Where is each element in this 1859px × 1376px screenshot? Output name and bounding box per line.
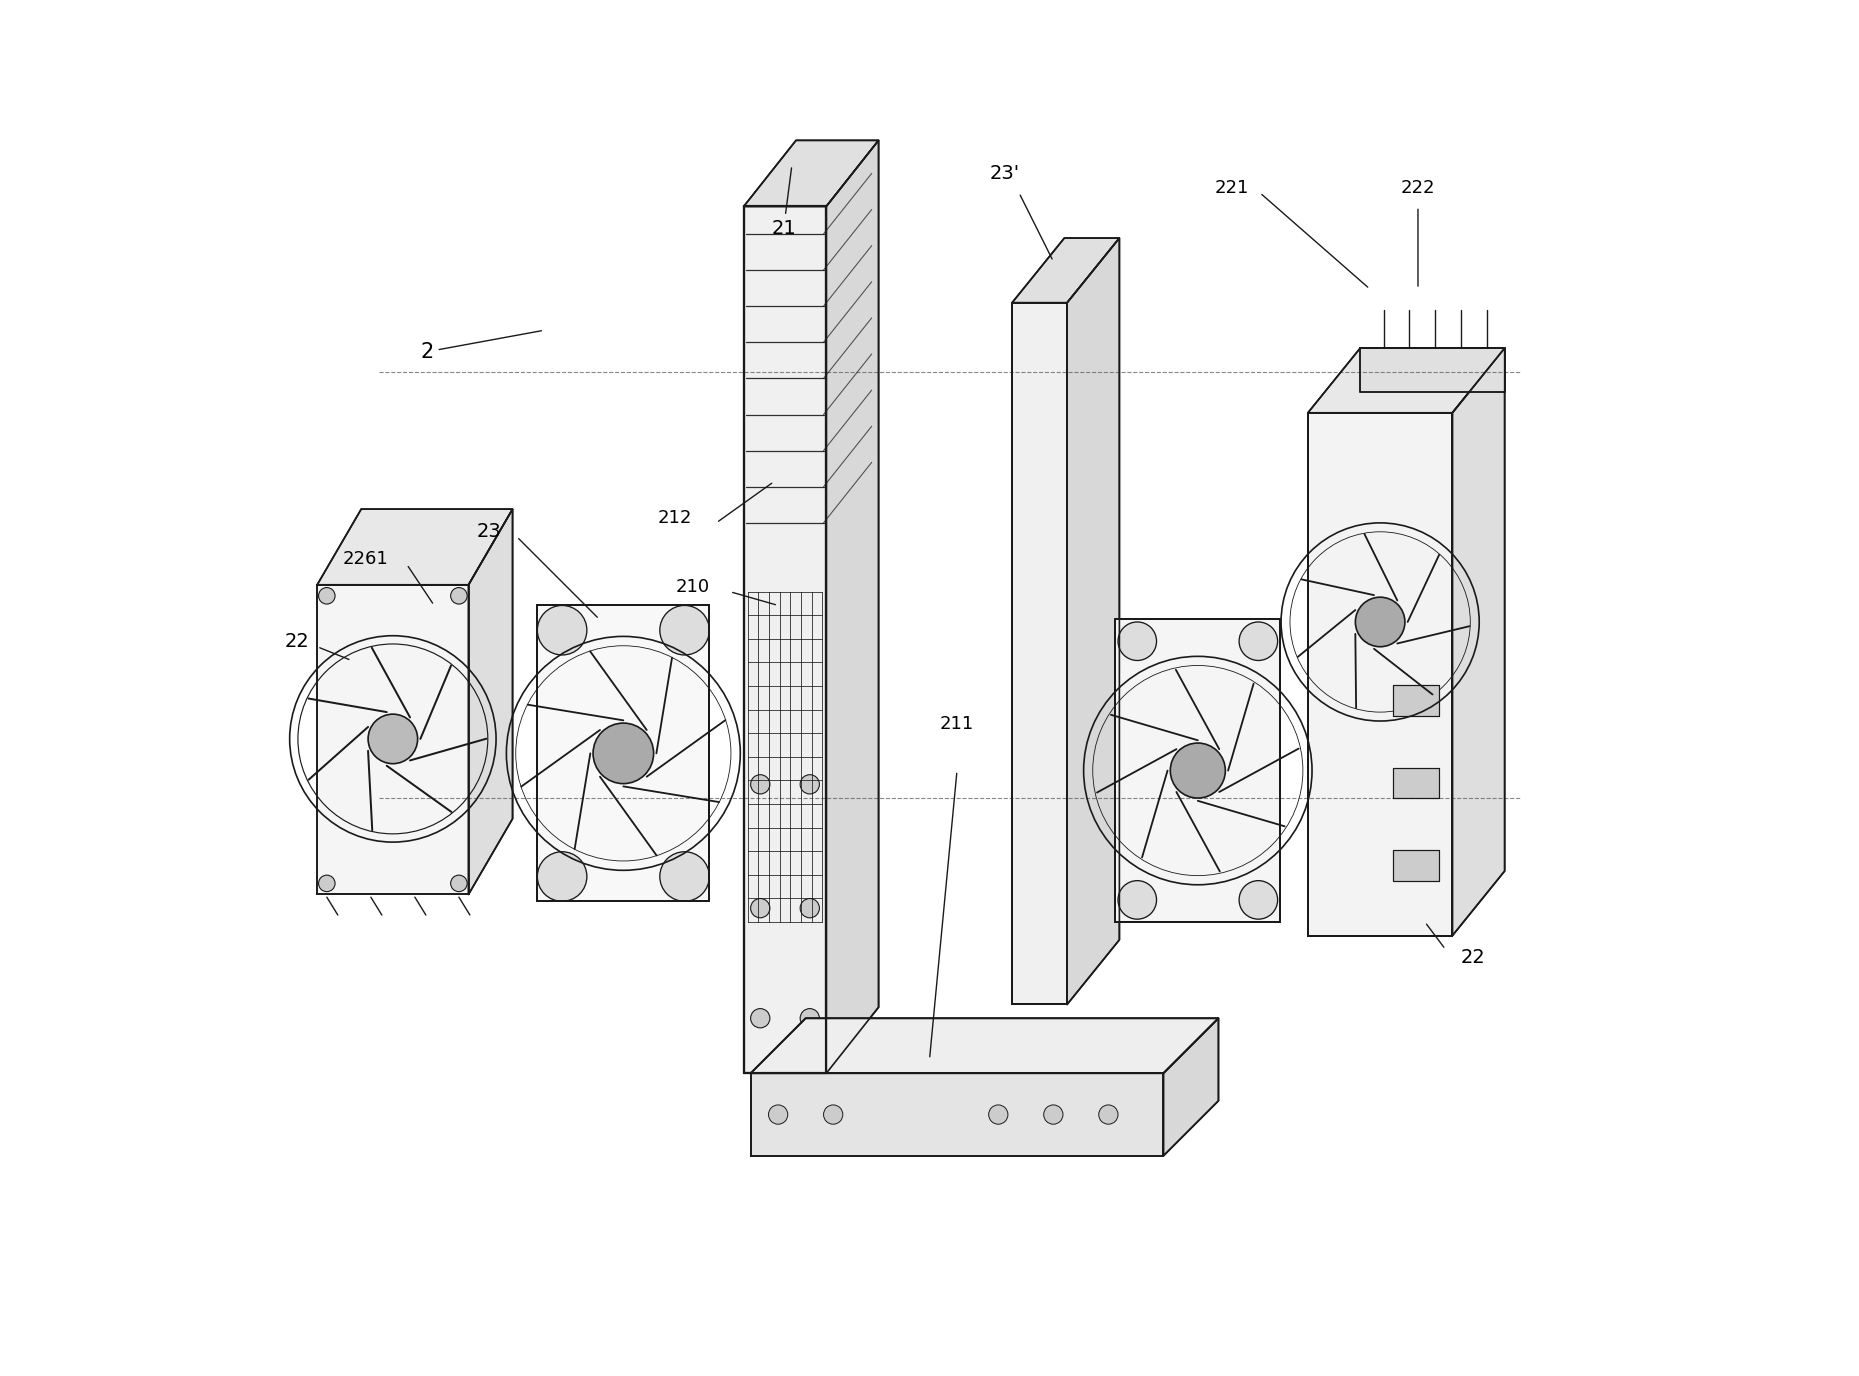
- Polygon shape: [751, 1018, 1218, 1073]
- Text: 2: 2: [420, 330, 541, 362]
- Text: 23: 23: [476, 522, 502, 541]
- Circle shape: [1117, 881, 1156, 919]
- Text: 2261: 2261: [342, 550, 389, 568]
- Text: 22: 22: [284, 632, 309, 651]
- Circle shape: [751, 899, 770, 918]
- Circle shape: [660, 605, 710, 655]
- Text: 21: 21: [771, 168, 796, 238]
- Polygon shape: [825, 140, 879, 1073]
- Circle shape: [318, 588, 335, 604]
- Polygon shape: [751, 1073, 1164, 1156]
- Circle shape: [989, 1105, 1008, 1124]
- Polygon shape: [1011, 238, 1119, 303]
- Circle shape: [593, 724, 654, 784]
- Text: 212: 212: [658, 509, 692, 527]
- Polygon shape: [1392, 850, 1439, 881]
- Polygon shape: [1392, 685, 1439, 716]
- Polygon shape: [1115, 619, 1281, 922]
- Polygon shape: [1164, 1018, 1218, 1156]
- Circle shape: [799, 775, 820, 794]
- Polygon shape: [744, 140, 879, 206]
- Circle shape: [450, 588, 467, 604]
- Polygon shape: [1361, 348, 1504, 392]
- Text: 211: 211: [941, 716, 974, 733]
- Circle shape: [751, 775, 770, 794]
- Circle shape: [1171, 743, 1225, 798]
- Polygon shape: [318, 509, 513, 585]
- Polygon shape: [744, 206, 825, 1073]
- Circle shape: [660, 852, 710, 901]
- Polygon shape: [1067, 238, 1119, 1004]
- Circle shape: [1043, 1105, 1063, 1124]
- Circle shape: [318, 875, 335, 892]
- Circle shape: [799, 899, 820, 918]
- Polygon shape: [537, 605, 710, 901]
- Polygon shape: [318, 585, 468, 894]
- Circle shape: [537, 605, 587, 655]
- Polygon shape: [468, 509, 513, 894]
- Text: 22: 22: [1461, 948, 1485, 967]
- Circle shape: [1240, 881, 1277, 919]
- Text: 222: 222: [1400, 179, 1435, 197]
- Text: 221: 221: [1216, 179, 1249, 197]
- Polygon shape: [1309, 413, 1452, 936]
- Circle shape: [751, 1009, 770, 1028]
- Circle shape: [1355, 597, 1405, 647]
- Circle shape: [368, 714, 418, 764]
- Circle shape: [1099, 1105, 1117, 1124]
- Text: 23': 23': [991, 164, 1021, 183]
- Circle shape: [450, 875, 467, 892]
- Polygon shape: [1011, 303, 1067, 1004]
- Circle shape: [799, 1009, 820, 1028]
- Text: 210: 210: [677, 578, 710, 596]
- Circle shape: [768, 1105, 788, 1124]
- Polygon shape: [1392, 768, 1439, 798]
- Polygon shape: [1452, 348, 1504, 936]
- Circle shape: [1240, 622, 1277, 660]
- Polygon shape: [1309, 348, 1504, 413]
- Circle shape: [537, 852, 587, 901]
- Circle shape: [1117, 622, 1156, 660]
- Circle shape: [824, 1105, 842, 1124]
